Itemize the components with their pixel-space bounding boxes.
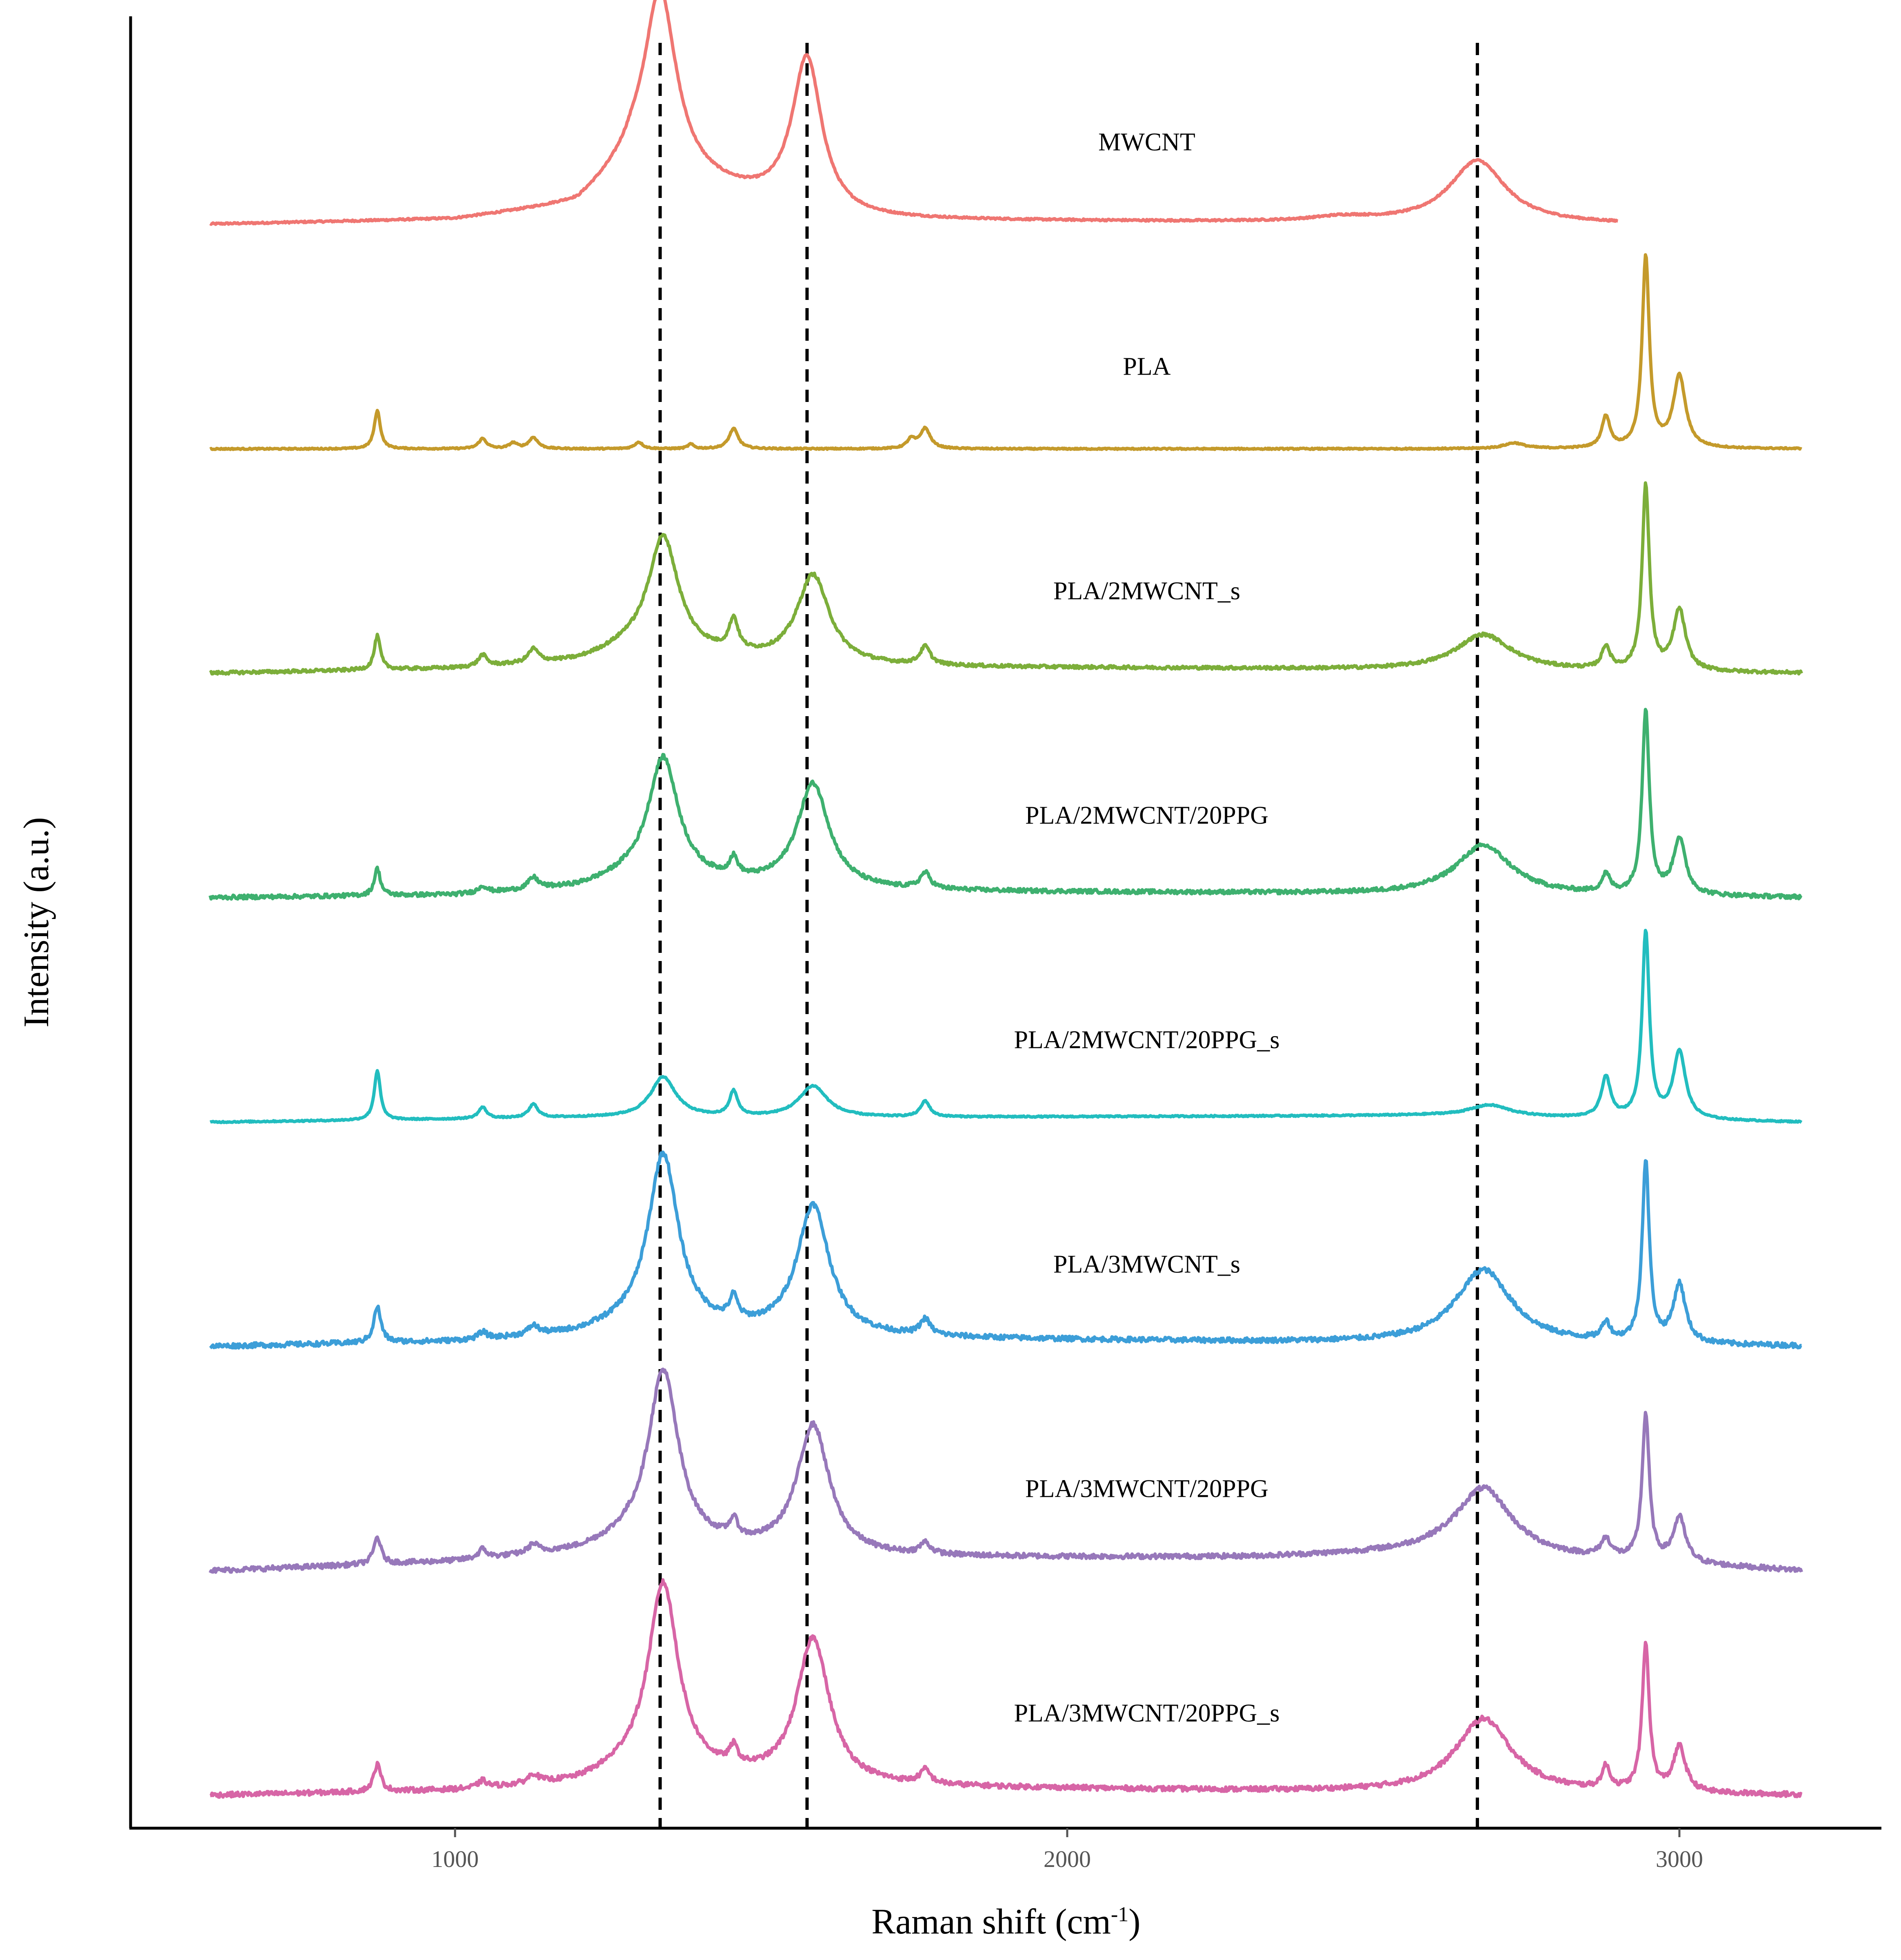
series-line-pla-2mwcnt-20ppg-s	[209, 929, 1803, 1124]
x-axis-ticks: 1000 2000 3000	[431, 1828, 1703, 1872]
series-line-pla	[209, 253, 1803, 451]
reference-lines	[658, 43, 1479, 1828]
x-axis-title: Raman shift (cm-1)	[871, 1902, 1140, 1942]
series-line-pla-3mwcnt-20ppg	[209, 1367, 1803, 1574]
series-line-pla-3mwcnt-20ppg-s	[209, 1578, 1803, 1799]
y-axis-title: Intensity (a.u.)	[17, 817, 56, 1028]
series-label-pla-3mwcnt-20ppg: PLA/3MWCNT/20PPG	[1025, 1475, 1268, 1503]
x-axis-title-main: Raman shift (cm	[871, 1902, 1111, 1942]
series-lines	[209, 0, 1803, 1799]
x-axis-title-superscript: -1	[1111, 1903, 1128, 1926]
x-axis-title-suffix: )	[1128, 1902, 1140, 1942]
series-line-mwcnt	[209, 0, 1619, 226]
series-label-mwcnt: MWCNT	[1098, 129, 1195, 156]
series-label-pla-2mwcnt-20ppg: PLA/2MWCNT/20PPG	[1025, 802, 1268, 830]
series-label-pla: PLA	[1123, 353, 1170, 381]
series-labels: MWCNT PLA PLA/2MWCNT_s PLA/2MWCNT/20PPG PLA/…	[1014, 129, 1279, 1727]
x-tick-label-2000: 2000	[1044, 1846, 1091, 1872]
x-tick-label-3000: 3000	[1656, 1846, 1703, 1872]
series-line-pla-2mwcnt-20ppg	[209, 708, 1803, 901]
series-line-pla-2mwcnt-s	[209, 481, 1803, 676]
series-line-pla-3mwcnt-s	[209, 1150, 1802, 1350]
x-tick-label-1000: 1000	[431, 1846, 479, 1872]
series-label-pla-2mwcnt-20ppg-s: PLA/2MWCNT/20PPG_s	[1014, 1026, 1279, 1054]
series-label-pla-3mwcnt-20ppg-s: PLA/3MWCNT/20PPG_s	[1014, 1700, 1279, 1727]
series-label-pla-2mwcnt-s: PLA/2MWCNT_s	[1053, 577, 1240, 605]
series-label-pla-3mwcnt-s: PLA/3MWCNT_s	[1053, 1251, 1240, 1279]
